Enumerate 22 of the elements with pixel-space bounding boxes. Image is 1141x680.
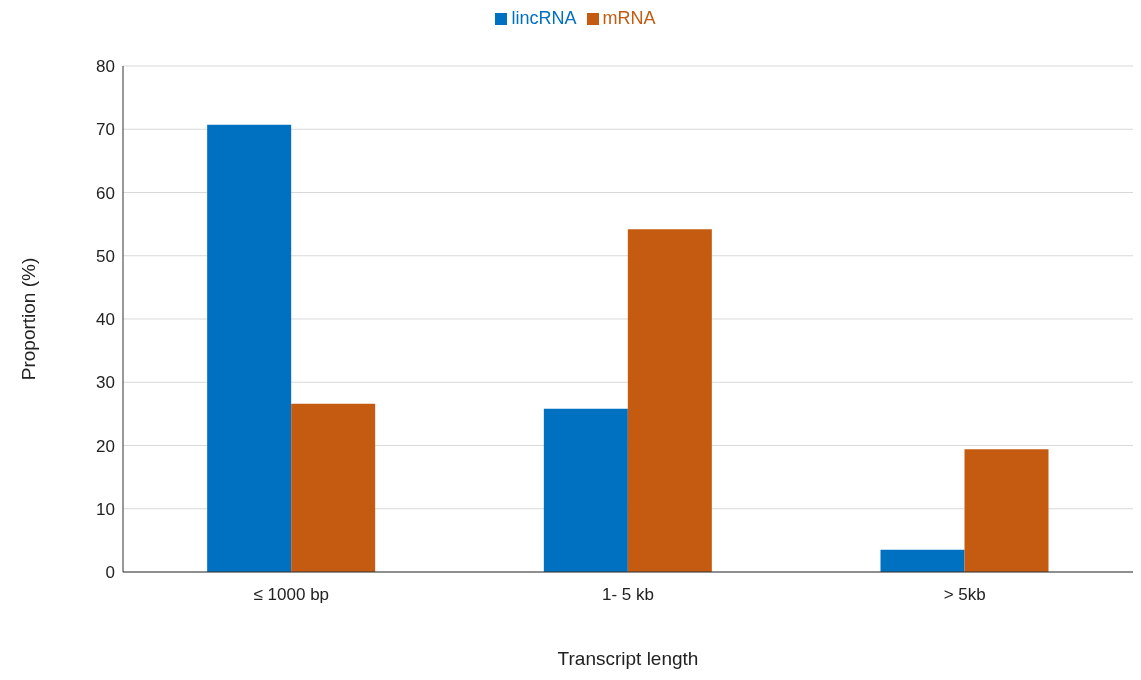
x-tick-label: > 5kb [943,585,986,605]
x-tick-label: ≤ 1000 bp [253,585,330,605]
y-tick-label: 40 [96,310,115,330]
bar [543,408,628,572]
y-tick-label: 10 [96,499,115,519]
y-tick-label: 70 [96,120,115,140]
y-tick-label: 0 [105,563,115,583]
bar [207,124,292,572]
x-axis-title: Transcript length [557,648,699,670]
legend-label: mRNA [602,8,656,28]
x-tick-label: 1- 5 kb [602,585,654,605]
bar [627,229,712,572]
y-tick-label: 60 [96,183,115,203]
y-tick-label: 30 [96,373,115,393]
y-tick-label: 50 [96,246,115,266]
bar [964,449,1049,572]
legend-label: lincRNA [511,8,577,28]
y-tick-label: 20 [96,436,115,456]
y-axis-title: Proportion (%) [17,257,39,381]
bar [291,403,376,572]
y-tick-label: 80 [96,57,115,77]
bar [880,549,965,572]
